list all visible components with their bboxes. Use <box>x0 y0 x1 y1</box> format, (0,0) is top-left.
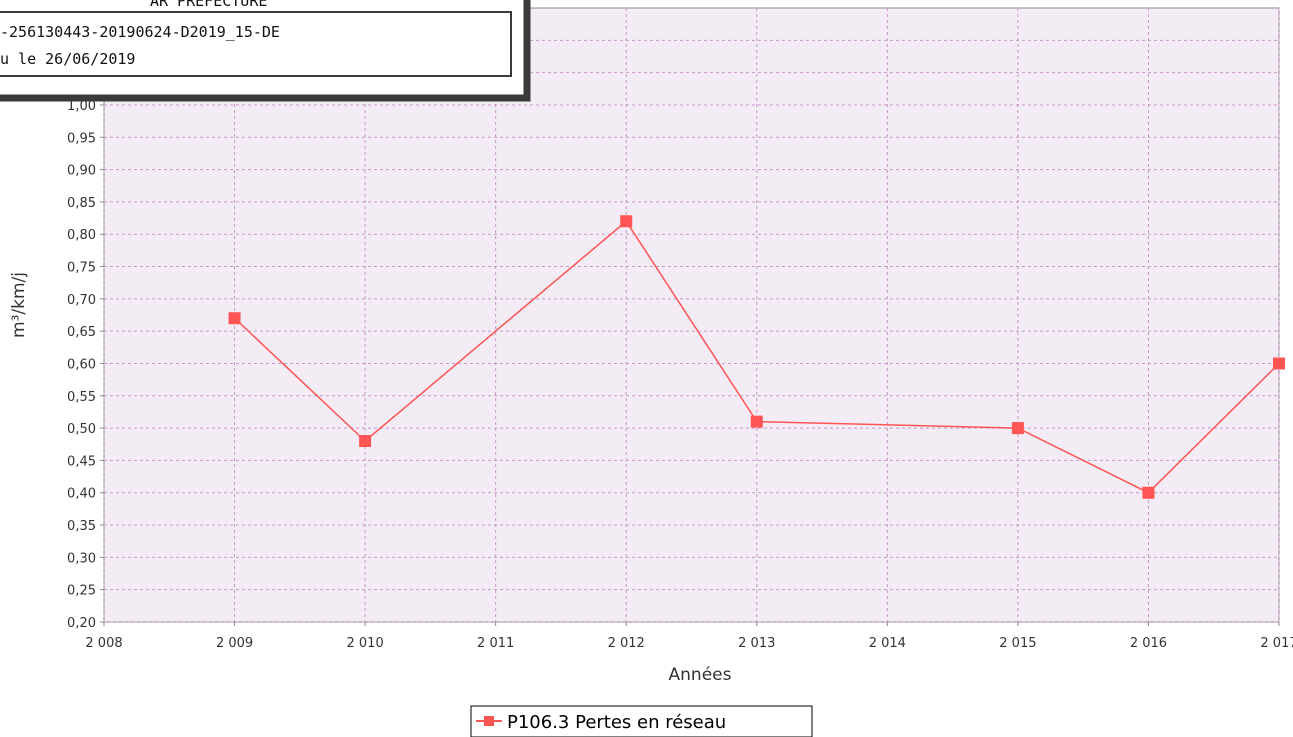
y-tick-label: 0,95 <box>67 131 96 146</box>
legend-box <box>470 705 813 737</box>
legend-marker-swatch <box>484 716 494 726</box>
data-point-marker <box>620 215 633 228</box>
stamp-line-1: -256130443-20190624-D2019_15-DE <box>0 23 280 41</box>
x-tick-label: 2 014 <box>869 636 906 651</box>
x-tick-label: 2 012 <box>608 636 645 651</box>
y-tick-label: 0,25 <box>67 584 96 599</box>
data-point-marker <box>359 435 372 448</box>
prefecture-stamp: AR PREFECTURE -256130443-20190624-D2019_… <box>0 0 531 102</box>
data-series <box>228 215 1285 499</box>
plot-area <box>103 7 1280 623</box>
x-tick-label: 2 011 <box>477 636 514 651</box>
data-point-marker <box>228 312 241 325</box>
y-tick-label: 0,65 <box>67 325 96 340</box>
stamp-heading: AR PREFECTURE <box>150 0 267 10</box>
y-tick-label: 1,00 <box>67 99 96 114</box>
x-tick-label: 2 016 <box>1130 636 1167 651</box>
stamp-outer-frame <box>0 0 531 102</box>
y-tick-label: 0,90 <box>67 164 96 179</box>
data-point-marker <box>1011 422 1024 435</box>
x-axis-title: Années <box>669 665 732 685</box>
y-tick-label: 0,20 <box>67 616 96 631</box>
x-tick-label: 2 009 <box>216 636 253 651</box>
y-tick-label: 0,45 <box>67 454 96 469</box>
y-tick-label: 0,40 <box>67 487 96 502</box>
data-point-marker <box>750 415 763 428</box>
data-point-marker <box>1142 486 1155 499</box>
y-tick-label: 0,60 <box>67 357 96 372</box>
y-tick-label: 0,75 <box>67 261 96 276</box>
x-axis: 2 008 2 009 2 010 2 011 2 012 2 013 2 014 2 015… <box>85 622 1293 651</box>
x-tick-label: 2 017 <box>1260 636 1293 651</box>
x-tick-label: 2 008 <box>85 636 122 651</box>
y-tick-label: 0,50 <box>67 422 96 437</box>
grid-lines <box>103 8 1280 623</box>
x-tick-label: 2 010 <box>347 636 384 651</box>
legend-label: P106.3 Pertes en réseau <box>507 712 726 733</box>
y-tick-label: 0,55 <box>67 390 96 405</box>
y-tick-label: 0,80 <box>67 228 96 243</box>
x-tick-label: 2 013 <box>738 636 775 651</box>
stamp-inner-frame <box>0 11 512 77</box>
y-axis: 0,20 0,25 0,30 0,35 0,40 0,45 0,50 0,55 0,60 0,65… <box>67 34 104 631</box>
y-tick-label: 0,70 <box>67 293 96 308</box>
y-tick-label: 0,85 <box>67 196 96 211</box>
y-tick-label: 0,30 <box>67 551 96 566</box>
legend: P106.3 Pertes en réseau <box>470 705 813 737</box>
y-tick-label: 0,35 <box>67 519 96 534</box>
x-tick-label: 2 015 <box>999 636 1036 651</box>
data-point-marker <box>1273 357 1285 370</box>
y-axis-title: m³/km/j <box>9 272 29 338</box>
stamp-line-2: u le 26/06/2019 <box>0 50 135 68</box>
